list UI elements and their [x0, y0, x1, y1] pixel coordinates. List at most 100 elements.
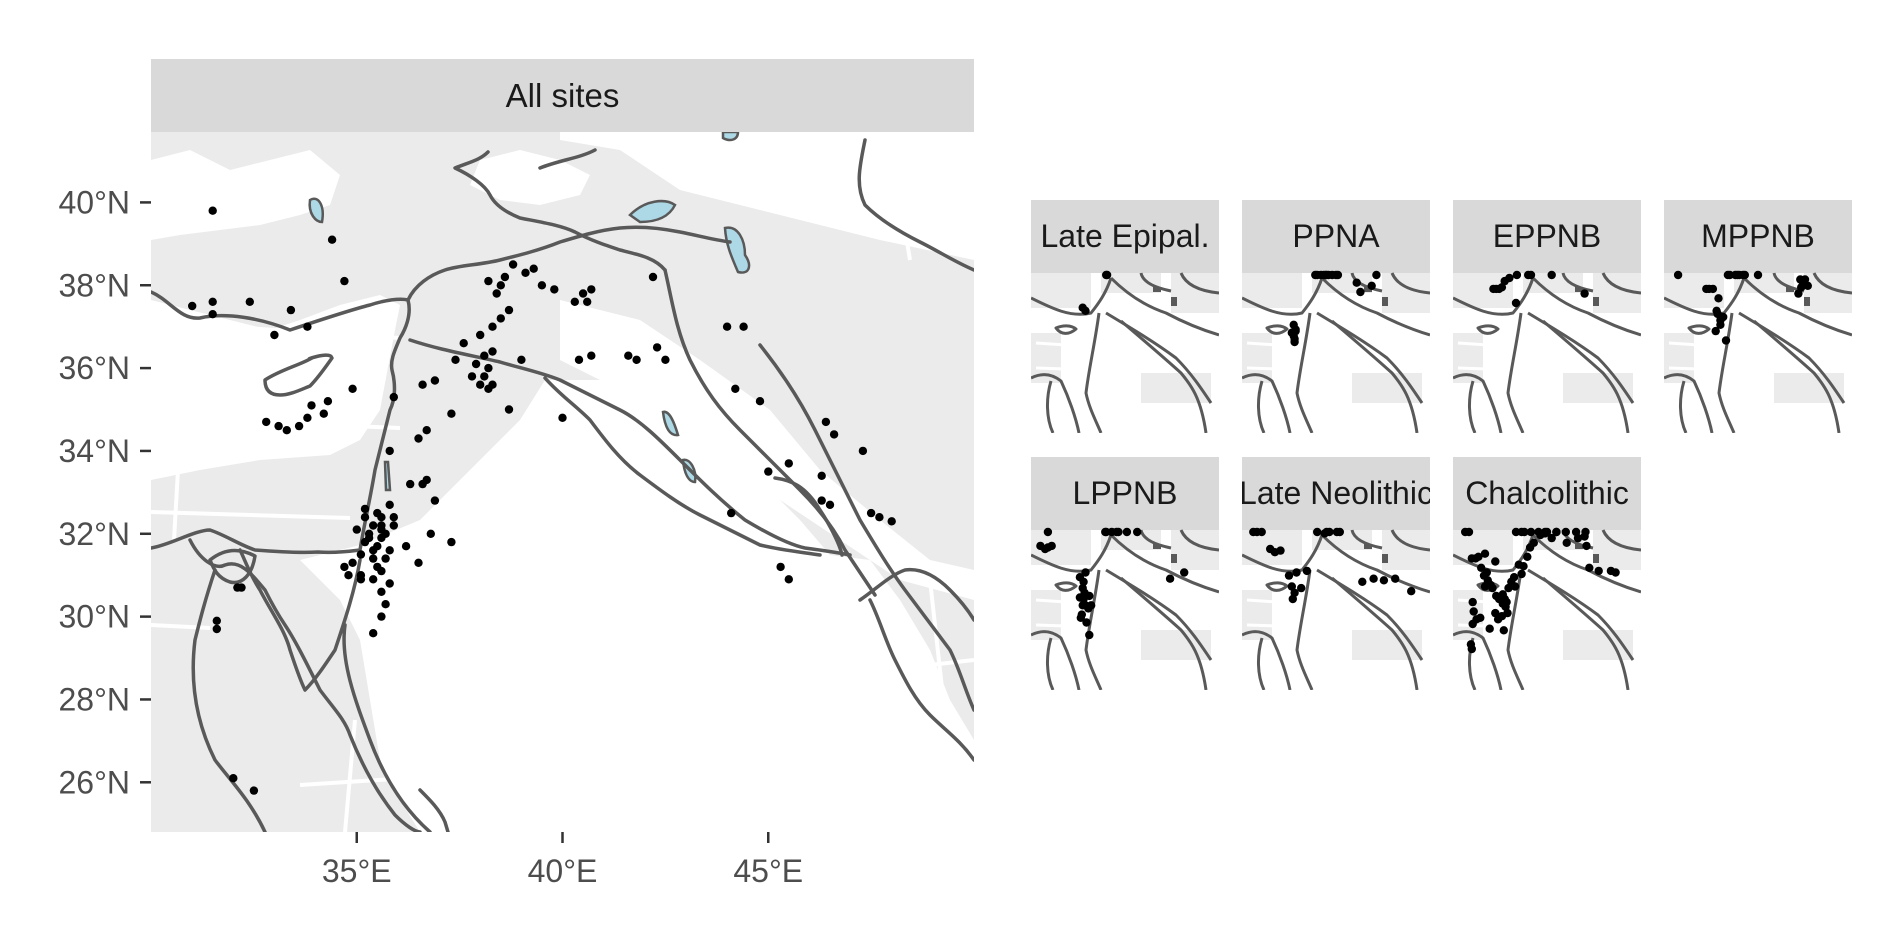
facet-site-point	[1511, 298, 1521, 308]
site-point	[784, 575, 793, 584]
site-point	[245, 297, 254, 306]
site-point	[237, 583, 246, 592]
main-map-area	[151, 132, 974, 832]
facet-site-point	[1716, 320, 1725, 329]
facet-lake	[1804, 297, 1810, 306]
site-point	[817, 496, 826, 505]
site-point	[648, 272, 658, 282]
facet-site-point	[1474, 552, 1483, 561]
facet-site-point	[1562, 538, 1571, 547]
facet-lake	[1575, 287, 1583, 292]
site-point	[570, 297, 579, 306]
facet-site-point	[1585, 563, 1594, 572]
site-point	[348, 384, 357, 393]
site-point	[521, 268, 530, 277]
y-tick-label: 40°N	[59, 184, 131, 220]
facet-site-point	[1800, 275, 1810, 284]
facet-site-point	[1708, 284, 1718, 294]
facet-site-point	[1287, 582, 1297, 591]
facet-strip	[1242, 200, 1430, 273]
y-tick-label: 30°N	[59, 599, 131, 635]
x-tick-label: 40°E	[528, 853, 598, 889]
site-point	[364, 533, 374, 543]
facet-coastline	[1390, 529, 1430, 552]
lake-van	[628, 199, 677, 224]
facet-site-point	[1725, 270, 1735, 280]
site-point	[360, 513, 370, 522]
site-point	[722, 322, 732, 331]
facet-site-point	[1488, 583, 1497, 593]
facet-site-point	[1582, 541, 1591, 551]
site-point	[356, 550, 366, 559]
site-point	[303, 322, 312, 331]
facet-ppna: PPNA	[1242, 200, 1430, 433]
site-point	[208, 206, 217, 215]
facet-site-point	[1291, 325, 1300, 334]
facet-coastline	[1120, 576, 1208, 690]
site-point	[430, 496, 440, 505]
lake-urmia	[723, 226, 751, 274]
facet-site-point	[1076, 613, 1086, 622]
facet-site-point	[1753, 270, 1763, 280]
facet-site-point	[1552, 527, 1561, 537]
facet-coastline	[1179, 529, 1219, 552]
site-point	[377, 587, 386, 596]
facet-site-point	[1372, 270, 1381, 280]
facet-coastline	[1242, 277, 1324, 316]
lake-upper	[721, 132, 740, 142]
facet-coastline	[1812, 272, 1852, 295]
site-point	[537, 281, 547, 290]
site-point	[340, 276, 349, 286]
y-axis: 40°N 38°N 36°N 34°N 32°N 30°N 28°N 26°N	[59, 184, 151, 800]
facet-site-point	[1510, 582, 1520, 591]
site-point	[262, 417, 271, 427]
site-point	[739, 322, 748, 331]
facet-lake	[1382, 297, 1388, 306]
facet-site-point	[1519, 562, 1528, 571]
site-point	[558, 413, 567, 422]
facet-strip	[1664, 200, 1852, 273]
site-point	[500, 272, 510, 282]
facet-coastline	[1506, 312, 1525, 433]
facet-site-point	[1165, 574, 1175, 583]
site-point	[447, 537, 456, 547]
site-point	[504, 305, 514, 315]
site-point	[377, 513, 386, 522]
site-point	[574, 355, 584, 364]
y-tick-label: 34°N	[59, 433, 131, 469]
facet-site-point	[1480, 549, 1490, 558]
facet-upland	[1523, 273, 1583, 293]
site-point	[385, 546, 394, 555]
facet-coastline	[1120, 319, 1208, 433]
facet-lake	[1171, 554, 1177, 563]
facet-lake	[1593, 297, 1599, 306]
facet-site-point	[1547, 270, 1556, 280]
facet-site-point	[1043, 527, 1053, 537]
site-point	[817, 471, 826, 480]
site-point	[459, 339, 468, 348]
facet-site-point	[1803, 281, 1813, 290]
site-point	[303, 413, 312, 422]
facet-site-point	[1290, 337, 1299, 347]
facet-mppnb: MPPNB	[1664, 200, 1852, 433]
facet-upland	[1734, 273, 1794, 293]
facet-site-point	[1133, 527, 1142, 537]
facet-site-point	[1504, 583, 1513, 593]
site-point	[212, 616, 221, 625]
site-point	[360, 504, 370, 514]
facet-coastline	[1242, 630, 1292, 690]
facet-site-point	[1526, 527, 1536, 537]
facet-site-point	[1075, 573, 1085, 582]
facet-site-point	[1526, 270, 1536, 280]
site-point	[406, 479, 415, 489]
tigris	[663, 268, 877, 597]
site-point	[624, 351, 633, 360]
site-point	[652, 343, 662, 352]
site-point	[282, 426, 291, 435]
facet-coastline	[1031, 534, 1113, 573]
site-point	[188, 301, 197, 311]
site-point	[229, 774, 238, 783]
facet-strip	[1031, 457, 1219, 530]
gulf-of-aqaba	[342, 623, 432, 832]
facet-coastline	[1179, 272, 1219, 295]
